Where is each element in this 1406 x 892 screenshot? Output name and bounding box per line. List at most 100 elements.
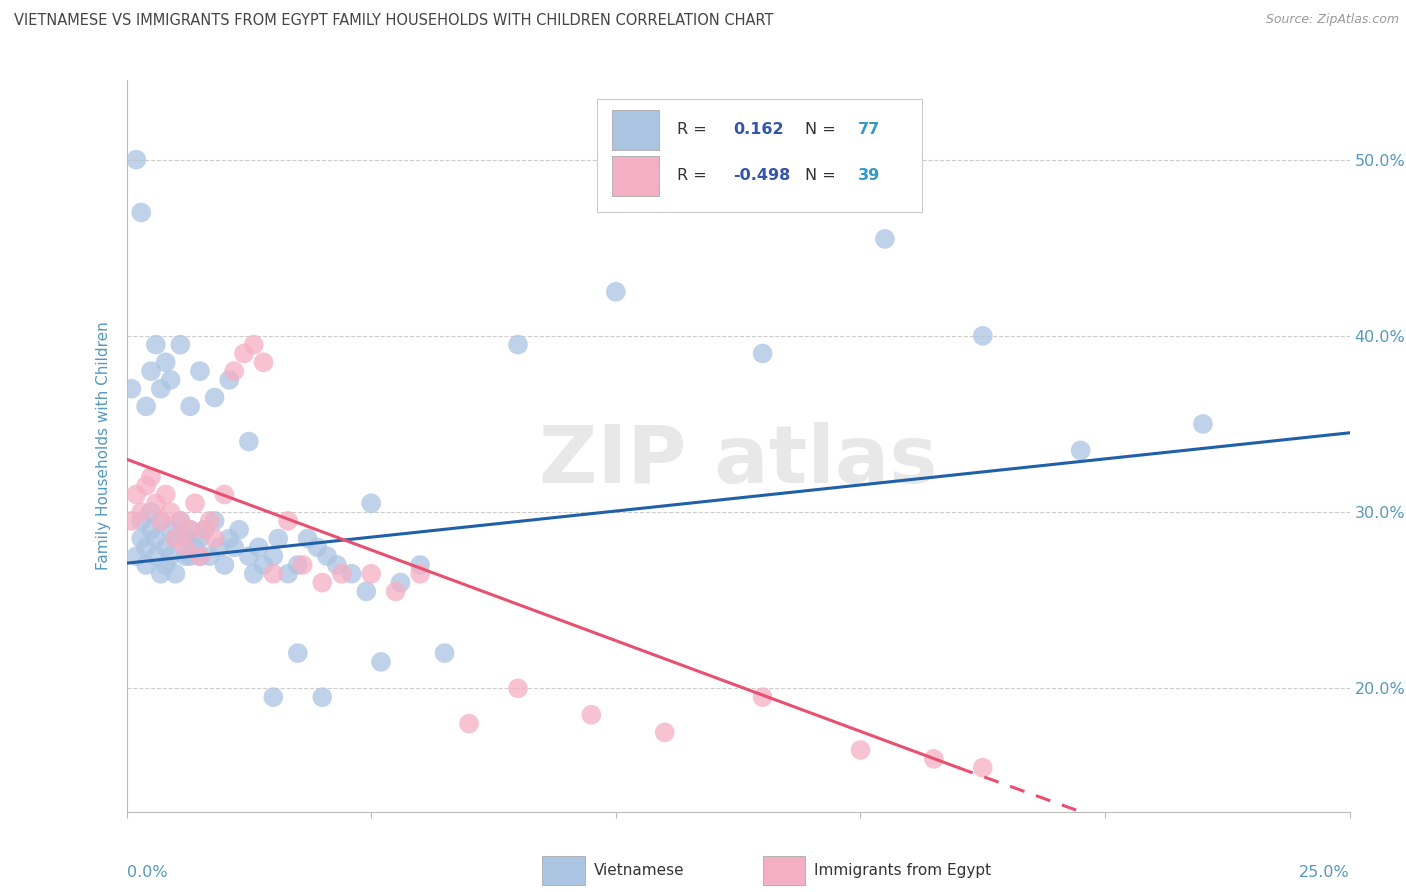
Point <box>194 523 217 537</box>
Point <box>581 707 603 722</box>
Point <box>360 566 382 581</box>
Point <box>218 532 240 546</box>
Text: ZIP atlas: ZIP atlas <box>538 422 938 500</box>
Point <box>179 549 201 563</box>
Point <box>277 514 299 528</box>
Point <box>139 364 162 378</box>
Point <box>198 514 221 528</box>
Point <box>311 690 333 705</box>
Point <box>204 514 226 528</box>
Point <box>159 373 181 387</box>
Point <box>326 558 349 572</box>
Point <box>129 505 152 519</box>
Text: 0.0%: 0.0% <box>127 864 167 880</box>
FancyBboxPatch shape <box>612 155 658 196</box>
Point <box>311 575 333 590</box>
Point <box>316 549 339 563</box>
Point <box>252 558 274 572</box>
Point <box>224 364 246 378</box>
Point <box>506 337 529 351</box>
Point <box>169 514 191 528</box>
Text: R =: R = <box>678 169 711 183</box>
FancyBboxPatch shape <box>762 855 806 885</box>
Point <box>174 549 197 563</box>
Point <box>155 487 177 501</box>
Point <box>262 566 284 581</box>
Point <box>224 541 246 555</box>
Point <box>330 566 353 581</box>
Point <box>297 532 319 546</box>
Point <box>125 153 148 167</box>
Point <box>360 496 382 510</box>
Text: 77: 77 <box>858 122 880 137</box>
Point <box>208 541 231 555</box>
Point <box>262 549 284 563</box>
Point <box>204 532 226 546</box>
Point <box>277 566 299 581</box>
Point <box>751 346 773 360</box>
Point <box>1070 443 1092 458</box>
Point <box>155 541 177 555</box>
Point <box>139 523 162 537</box>
Point <box>267 532 290 546</box>
Point <box>218 373 240 387</box>
Point <box>307 541 329 555</box>
Point <box>139 505 162 519</box>
Text: 39: 39 <box>858 169 880 183</box>
Point <box>125 549 148 563</box>
Point <box>1192 417 1215 431</box>
Text: VIETNAMESE VS IMMIGRANTS FROM EGYPT FAMILY HOUSEHOLDS WITH CHILDREN CORRELATION : VIETNAMESE VS IMMIGRANTS FROM EGYPT FAMI… <box>14 13 773 29</box>
Point <box>433 646 456 660</box>
Point <box>458 716 481 731</box>
Point <box>247 541 270 555</box>
Point <box>356 584 378 599</box>
Point <box>179 523 201 537</box>
Point <box>159 505 181 519</box>
Point <box>194 523 217 537</box>
Text: Immigrants from Egypt: Immigrants from Egypt <box>814 863 991 878</box>
Text: Source: ZipAtlas.com: Source: ZipAtlas.com <box>1265 13 1399 27</box>
Point <box>149 514 172 528</box>
FancyBboxPatch shape <box>598 99 922 212</box>
Point <box>135 558 157 572</box>
Point <box>605 285 627 299</box>
Point <box>242 566 264 581</box>
Text: Vietnamese: Vietnamese <box>593 863 685 878</box>
Point <box>409 558 432 572</box>
Point <box>214 558 236 572</box>
Point <box>188 364 211 378</box>
Point <box>972 761 994 775</box>
Point <box>139 470 162 484</box>
Point <box>145 532 167 546</box>
Point <box>159 549 181 563</box>
Y-axis label: Family Households with Children: Family Households with Children <box>96 322 111 570</box>
Point <box>125 487 148 501</box>
Point <box>873 232 896 246</box>
Text: -0.498: -0.498 <box>734 169 790 183</box>
Text: N =: N = <box>806 169 841 183</box>
Point <box>506 681 529 696</box>
Point <box>188 532 211 546</box>
Point <box>188 549 211 563</box>
Point <box>238 549 260 563</box>
Point <box>198 549 221 563</box>
Text: 0.162: 0.162 <box>734 122 785 137</box>
Point <box>188 549 211 563</box>
Point <box>179 523 201 537</box>
Point <box>165 532 187 546</box>
Point <box>228 523 250 537</box>
Point <box>849 743 872 757</box>
Text: R =: R = <box>678 122 711 137</box>
Point <box>204 391 226 405</box>
Point <box>145 496 167 510</box>
Point <box>179 400 201 414</box>
Point <box>174 541 197 555</box>
Point <box>184 496 207 510</box>
Text: 25.0%: 25.0% <box>1299 864 1350 880</box>
Point <box>135 478 157 492</box>
Point <box>972 329 994 343</box>
Point <box>120 514 142 528</box>
Text: N =: N = <box>806 122 841 137</box>
Point <box>135 400 157 414</box>
Point <box>165 566 187 581</box>
